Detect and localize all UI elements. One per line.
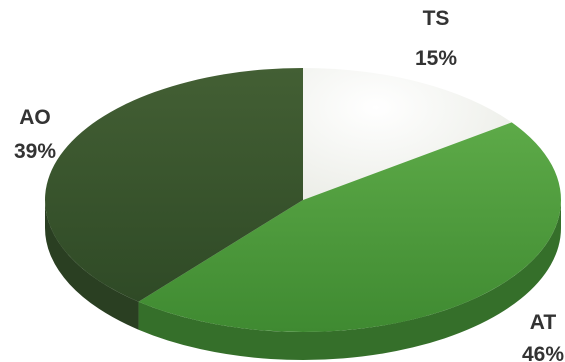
pie-slice-ao <box>45 68 304 302</box>
pie-slice-sides <box>45 200 561 360</box>
pie-label-ts: TS 15% <box>415 7 457 70</box>
pie-slice-at <box>138 122 561 332</box>
pie-label-ao-value: 39% <box>14 140 56 163</box>
pie-slice-ts <box>303 68 512 200</box>
pie-label-ts-value: 15% <box>415 47 457 70</box>
pie-label-at-value: 46% <box>522 343 564 362</box>
pie-slice-side-at <box>138 200 561 360</box>
pie-label-ts-name: TS <box>423 7 450 30</box>
pie-label-ao-name: AO <box>19 106 51 129</box>
pie-label-at: AT 46% <box>522 311 564 362</box>
pie-label-at-name: AT <box>530 311 557 334</box>
pie-slice-tops <box>45 68 561 332</box>
pie-slice-side-ao <box>45 200 139 330</box>
pie-label-ao: AO 39% <box>14 106 56 163</box>
